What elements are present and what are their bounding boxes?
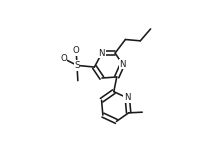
Text: N: N	[119, 60, 126, 69]
Text: O: O	[73, 46, 80, 55]
Text: N: N	[99, 49, 105, 58]
Text: O: O	[60, 54, 67, 63]
Text: S: S	[74, 61, 80, 70]
Text: N: N	[124, 93, 130, 102]
